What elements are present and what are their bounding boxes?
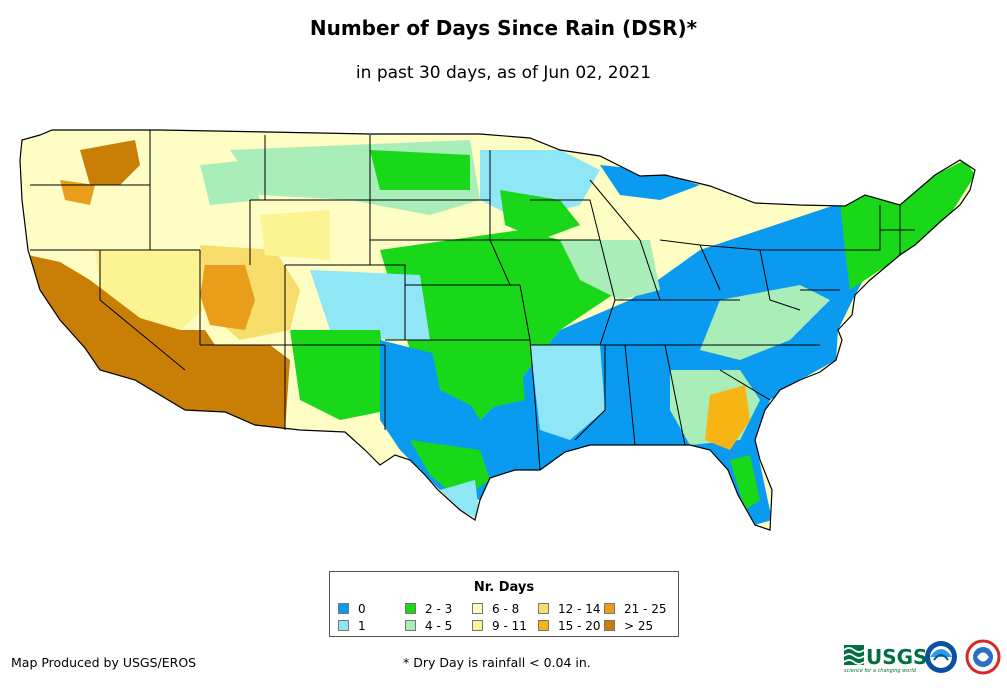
legend-swatch-6-8 xyxy=(472,603,483,614)
dsr-region-4-5-app xyxy=(700,285,830,360)
dsr-region-over-25-nw xyxy=(80,140,140,185)
dsr-region-2-3-ne xyxy=(840,160,975,290)
legend-title: Nr. Days xyxy=(473,580,535,595)
nws-logo xyxy=(965,639,1001,675)
legend-item-6-8: 6 - 8 xyxy=(472,601,520,616)
dsr-region-2-3-ok xyxy=(430,340,525,410)
dsr-region-2-3-nm xyxy=(290,330,390,420)
map-credit: Map Produced by USGS/EROS xyxy=(11,655,197,670)
legend-label-21-25: 21 - 25 xyxy=(624,601,667,616)
legend: Nr. Days 0 1 2 - 3 4 - 5 6 - 8 9 - 11 12… xyxy=(329,571,679,637)
legend-label-0: 0 xyxy=(358,601,366,616)
usgs-wordmark: USGS xyxy=(866,645,927,669)
legend-label-1: 1 xyxy=(358,618,366,633)
legend-swatch-2-3 xyxy=(405,603,416,614)
legend-item-1: 1 xyxy=(338,618,366,633)
legend-item-0: 0 xyxy=(338,601,366,616)
legend-swatch-0 xyxy=(338,603,349,614)
legend-label-6-8: 6 - 8 xyxy=(492,601,520,616)
dsr-region-4-5-mt xyxy=(200,160,260,205)
legend-label-15-20: 15 - 20 xyxy=(558,618,601,633)
page-subtitle: in past 30 days, as of Jun 02, 2021 xyxy=(355,63,652,83)
dry-day-footnote: * Dry Day is rainfall < 0.04 in. xyxy=(403,655,591,670)
legend-swatch-21-25 xyxy=(604,603,615,614)
dsr-region-15-20-ga xyxy=(705,385,750,450)
legend-label-4-5: 4 - 5 xyxy=(425,618,453,633)
legend-item-2-3: 2 - 3 xyxy=(405,601,453,616)
dsr-region-9-11-basin xyxy=(95,250,215,330)
dsr-region-0-south xyxy=(380,200,900,525)
legend-swatch-9-11 xyxy=(472,620,483,631)
dsr-region-1-stx xyxy=(440,480,480,520)
dsr-region-2-3-mn xyxy=(500,190,580,240)
legend-item-4-5: 4 - 5 xyxy=(405,618,453,633)
legend-item-over-25: > 25 xyxy=(604,618,654,633)
dsr-region-2-3-nd xyxy=(370,150,470,190)
dsr-region-21-25-nw xyxy=(60,180,95,205)
usgs-logo: USGS science for a changing world xyxy=(843,645,927,674)
legend-swatch-12-14 xyxy=(538,603,549,614)
legend-swatch-4-5 xyxy=(405,620,416,631)
legend-swatch-over-25 xyxy=(604,620,615,631)
legend-label-12-14: 12 - 14 xyxy=(558,601,601,616)
legend-item-9-11: 9 - 11 xyxy=(472,618,527,633)
dsr-region-21-25-utah xyxy=(200,265,255,330)
state-boundaries xyxy=(19,129,976,531)
legend-item-12-14: 12 - 14 xyxy=(538,601,601,616)
dsr-region-9-11-mt xyxy=(260,210,330,260)
dsr-region-2-3-fl xyxy=(730,455,760,510)
dsr-region-6-8-mi xyxy=(665,195,715,240)
legend-label-9-11: 9 - 11 xyxy=(492,618,527,633)
usgs-tagline: science for a changing world xyxy=(844,668,917,674)
dsr-region-0-upper-mi xyxy=(600,165,700,200)
legend-item-15-20: 15 - 20 xyxy=(538,618,601,633)
noaa-logo xyxy=(925,641,957,673)
dsr-raster xyxy=(20,130,975,530)
dsr-region-4-5-ia xyxy=(560,240,660,300)
dsr-region-over-25-sw xyxy=(28,255,290,430)
legend-label-2-3: 2 - 3 xyxy=(425,601,453,616)
legend-item-21-25: 21 - 25 xyxy=(604,601,667,616)
dsr-region-1-co xyxy=(310,270,430,340)
legend-swatch-1 xyxy=(338,620,349,631)
legend-swatch-15-20 xyxy=(538,620,549,631)
page-title: Number of Days Since Rain (DSR)* xyxy=(309,16,698,40)
dsr-region-1-ar xyxy=(530,345,605,440)
legend-label-over-25: > 25 xyxy=(624,618,654,633)
